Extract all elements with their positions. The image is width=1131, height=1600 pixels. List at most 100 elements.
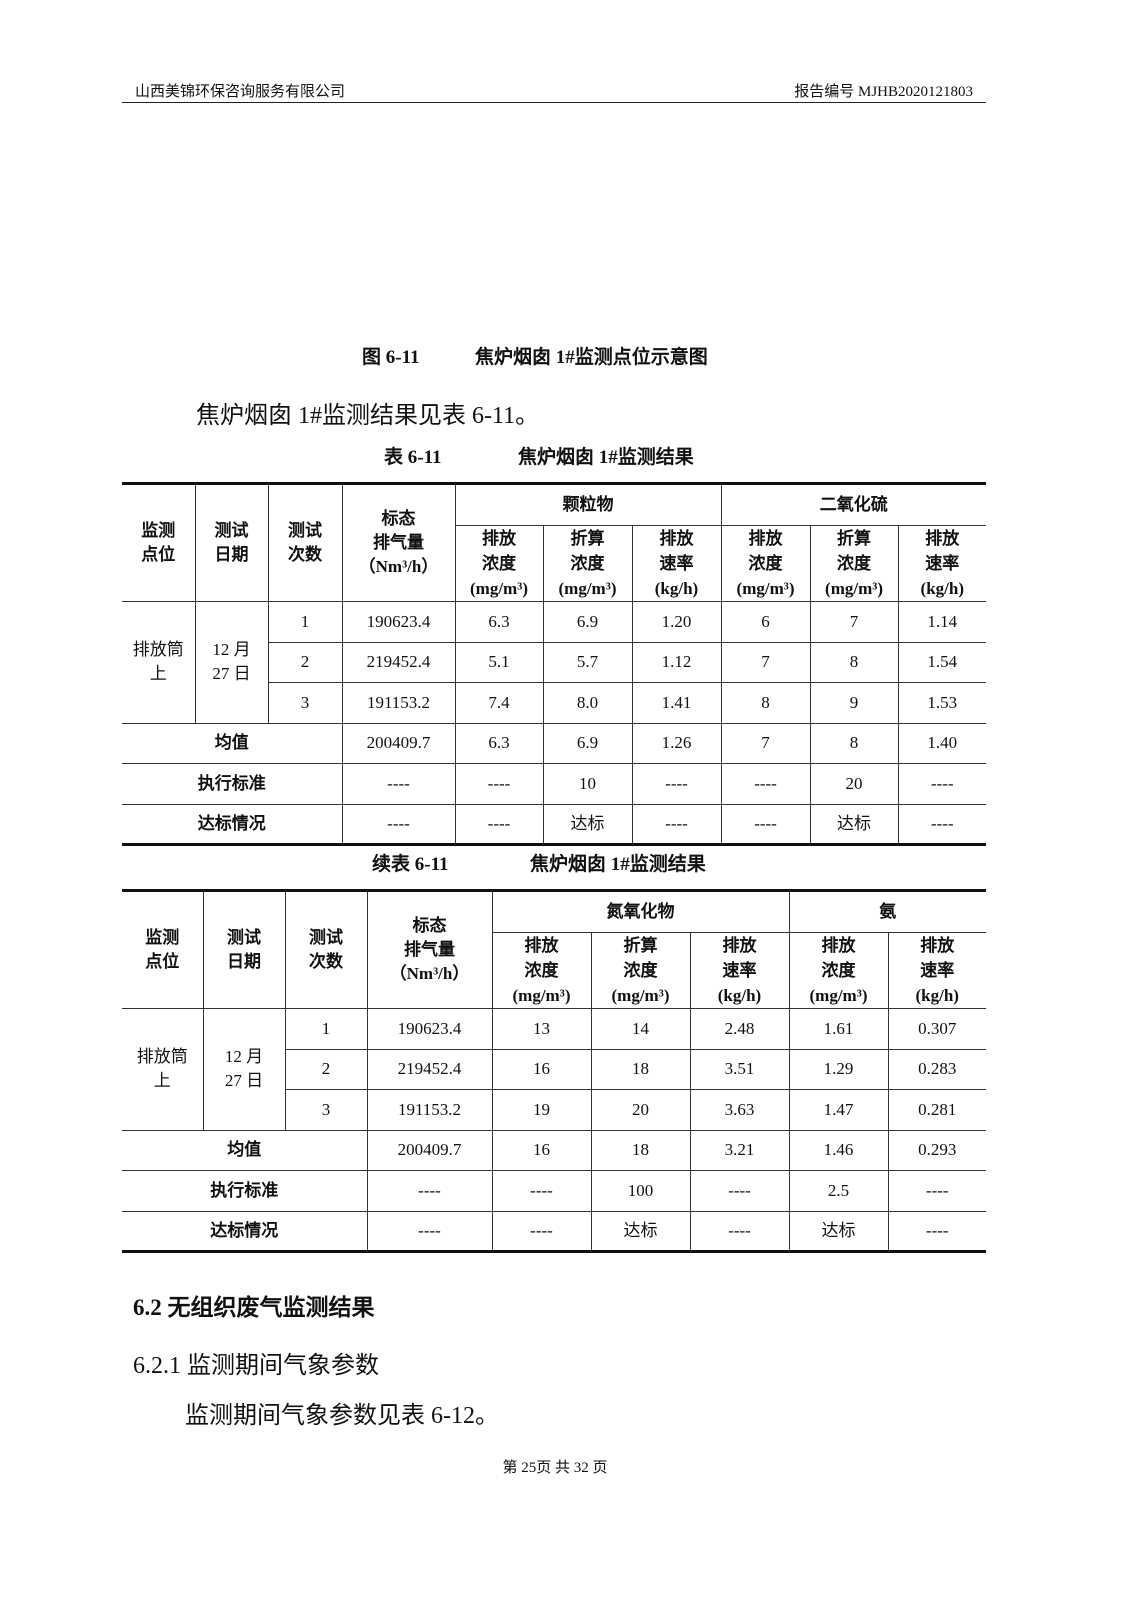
table-cell: 8.0 — [542, 682, 633, 724]
table-cell: 200409.7 — [366, 1129, 493, 1171]
header-sub: 排放 速率 (kg/h) — [689, 932, 790, 1009]
table-cell: 1.26 — [631, 722, 722, 764]
table-cell: ---- — [689, 1210, 790, 1252]
table-cell: ---- — [341, 803, 456, 845]
table-cell: 3 — [268, 682, 343, 724]
header-row: 监测 点位 测试 日期 测试 次数 标态 排气量 （Nm³/h） 氮氧化物氨 — [122, 890, 986, 1009]
table-cell: ---- — [454, 763, 544, 805]
intro-paragraph: 焦炉烟囱 1#监测结果见表 6-11。 — [196, 403, 540, 429]
table-cell: 1.12 — [631, 641, 722, 683]
table-cell: 0.283 — [887, 1048, 986, 1090]
header-sub: 折算 浓度 (mg/m³) — [542, 525, 633, 602]
summary-label: 均值 — [122, 1129, 368, 1171]
figure-number: 图 6-11 — [362, 347, 420, 368]
table-cell: 达标 — [788, 1210, 889, 1252]
summary-label: 执行标准 — [122, 763, 343, 805]
table-cell: 6.3 — [454, 601, 544, 643]
section-paragraph: 监测期间气象参数见表 6-12。 — [185, 1403, 499, 1429]
header-flow: 标态 排气量 （Nm³/h） — [366, 890, 493, 1009]
table-cell: 0.281 — [887, 1089, 986, 1131]
table-cell: 190623.4 — [341, 601, 456, 643]
table-cell: 2 — [268, 641, 343, 683]
table-cell: 1.29 — [788, 1048, 889, 1090]
table-cell: 1.20 — [631, 601, 722, 643]
table-cell: 13 — [491, 1008, 592, 1050]
table-cell: 19 — [491, 1089, 592, 1131]
table-cell: 16 — [491, 1129, 592, 1171]
summary-row: 执行标准 ---- ---- 10 ---- ---- 20 ---- — [122, 763, 987, 805]
table-cell: 191153.2 — [366, 1089, 493, 1131]
table-cell: 100 — [590, 1170, 691, 1212]
point-cell: 排放筒 上 — [122, 601, 196, 724]
table-cell: ---- — [631, 763, 722, 805]
table-cell: 0.307 — [887, 1008, 986, 1050]
table-cell: 1.40 — [897, 722, 987, 764]
summary-row: 均值 200409.7 6.3 6.9 1.26 7 8 1.40 — [122, 722, 987, 764]
table-cell: ---- — [366, 1170, 493, 1212]
header-date: 测试 日期 — [194, 483, 269, 602]
table-cell: 16 — [491, 1048, 592, 1090]
table-cell: 6.9 — [542, 601, 633, 643]
table-cell: 6.3 — [454, 722, 544, 764]
company-name: 山西美锦环保咨询服务有限公司 — [135, 84, 346, 100]
table2: 监测 点位 测试 日期 测试 次数 标态 排气量 （Nm³/h） 氮氧化物氨排放 浓度 … — [122, 889, 986, 1253]
header-divider — [122, 102, 986, 103]
table-cell: 8 — [809, 722, 899, 764]
table-cell: 9 — [809, 682, 899, 724]
table-cell: 1.54 — [897, 641, 987, 683]
point-cell: 排放筒 上 — [122, 1008, 204, 1131]
summary-label: 执行标准 — [122, 1170, 368, 1212]
table-cell: 达标 — [542, 803, 633, 845]
table-cell: 219452.4 — [366, 1048, 493, 1090]
table-cell: ---- — [720, 763, 811, 805]
report-number: 报告编号 MJHB2020121803 — [794, 84, 973, 100]
table-cell: 18 — [590, 1129, 691, 1171]
table2-number: 续表 6-11 — [372, 854, 449, 875]
table-row: 2 219452.4 5.1 5.7 1.12 7 8 1.54 — [122, 641, 987, 683]
table-cell: ---- — [491, 1210, 592, 1252]
header-count: 测试 次数 — [284, 890, 368, 1009]
table1: 监测 点位 测试 日期 测试 次数 标态 排气量 （Nm³/h） 颗粒物 二氧化硫 排放 浓… — [122, 482, 987, 846]
table-cell: 20 — [809, 763, 899, 805]
table-cell: 3 — [285, 1089, 368, 1131]
table-cell: 0.293 — [887, 1129, 986, 1171]
table1-title: 焦炉烟囱 1#监测结果 — [518, 447, 694, 468]
section-heading: 6.2 无组织废气监测结果 — [133, 1295, 375, 1320]
table1-number: 表 6-11 — [384, 447, 442, 468]
summary-row: 均值 200409.7 16 18 3.21 1.46 0.293 — [122, 1129, 986, 1171]
table-cell: 7 — [720, 641, 811, 683]
summary-row: 达标情况 ---- ---- 达标 ---- 达标 ---- — [122, 1210, 986, 1252]
table-cell: ---- — [454, 803, 544, 845]
table-cell: 达标 — [809, 803, 899, 845]
table-cell: ---- — [887, 1170, 986, 1212]
header-sub: 排放 浓度 (mg/m³) — [788, 932, 889, 1009]
summary-label: 均值 — [122, 722, 343, 764]
figure-title: 焦炉烟囱 1#监测点位示意图 — [475, 347, 708, 368]
table-cell: 3.21 — [689, 1129, 790, 1171]
table-cell: 1.47 — [788, 1089, 889, 1131]
header-group: 氮氧化物 — [491, 890, 790, 933]
header-row: 监测 点位 测试 日期 测试 次数 标态 排气量 （Nm³/h） 颗粒物 二氧化硫 — [122, 483, 987, 602]
date-cell: 12 月 27 日 — [202, 1008, 286, 1131]
table-cell: ---- — [897, 763, 987, 805]
header-flow: 标态 排气量 （Nm³/h） — [341, 483, 456, 602]
table-row: 3 191153.2 7.4 8.0 1.41 8 9 1.53 — [122, 682, 987, 724]
header-sub: 折算 浓度 (mg/m³) — [809, 525, 899, 602]
summary-label: 达标情况 — [122, 1210, 368, 1252]
table-cell: 8 — [720, 682, 811, 724]
table-cell: 5.7 — [542, 641, 633, 683]
summary-row: 执行标准 ---- ---- 100 ---- 2.5 ---- — [122, 1170, 986, 1212]
table2-title: 焦炉烟囱 1#监测结果 — [530, 854, 706, 875]
table-cell: ---- — [631, 803, 722, 845]
table-cell: 191153.2 — [341, 682, 456, 724]
table-cell: 18 — [590, 1048, 691, 1090]
table-cell: 1.41 — [631, 682, 722, 724]
header-sub: 折算 浓度 (mg/m³) — [590, 932, 691, 1009]
table-row: 排放筒 上 12 月 27 日 1 190623.4 6.3 6.9 1.20 6 7 1.14 — [122, 601, 987, 724]
summary-label: 达标情况 — [122, 803, 343, 845]
header-group: 氨 — [788, 890, 986, 933]
header-point: 监测 点位 — [122, 483, 196, 602]
table-cell: 2 — [285, 1048, 368, 1090]
table-cell: 1.14 — [897, 601, 987, 643]
